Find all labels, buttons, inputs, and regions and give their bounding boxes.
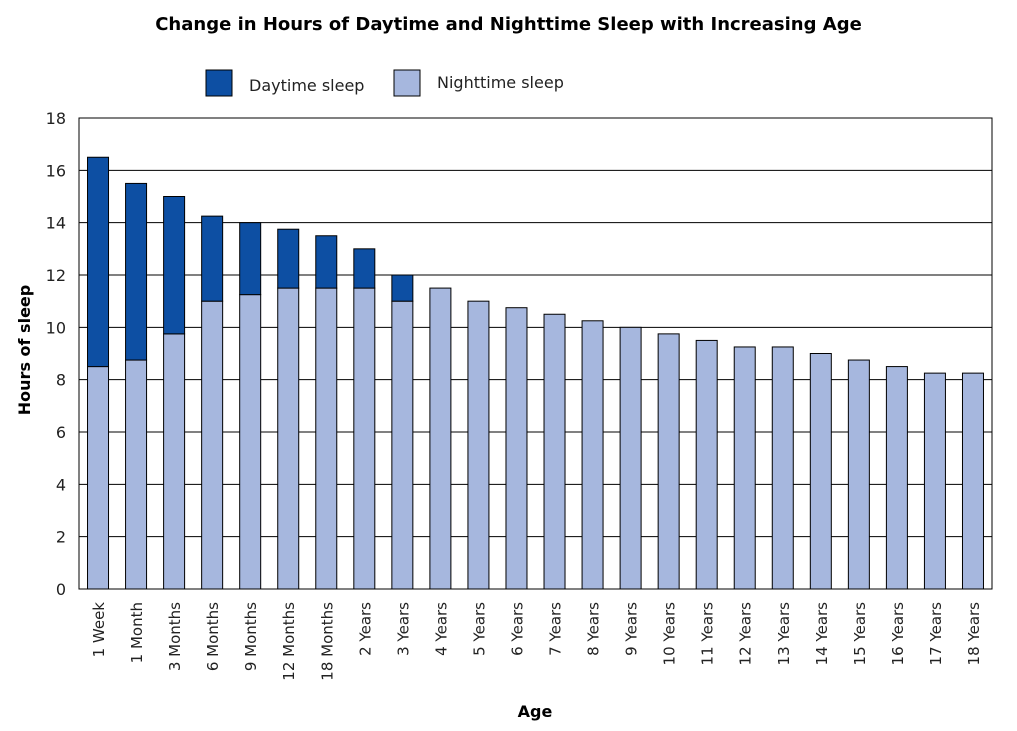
bars	[87, 156, 984, 590]
x-category-label: 18 Years	[965, 602, 983, 666]
legend-label-daytime: Daytime sleep	[249, 76, 364, 95]
bar-nighttime-20	[847, 359, 870, 590]
y-axis-ticks: 0 2 4 6 8 10 12 14 16 18	[46, 109, 66, 599]
x-category-label: 4 Years	[432, 602, 450, 656]
x-category-label: 13 Years	[775, 602, 793, 666]
bar-nighttime-14	[619, 326, 642, 590]
x-category-label: 18 Months	[318, 602, 336, 681]
x-category-label: 9 Months	[242, 602, 260, 671]
bar-nighttime-17	[733, 346, 756, 590]
x-axis-title: Age	[518, 702, 553, 721]
bar-nighttime-3	[201, 300, 224, 590]
chart-title: Change in Hours of Daytime and Nighttime…	[155, 14, 862, 35]
bar-nighttime-21	[885, 366, 908, 590]
plot-frame	[78, 117, 993, 590]
y-tick-label: 10	[46, 318, 66, 337]
bar-daytime-8	[391, 274, 414, 302]
bar-daytime-1	[125, 182, 148, 361]
x-category-label: 3 Years	[394, 602, 412, 656]
x-category-label: 17 Years	[927, 602, 945, 666]
x-category-label: 14 Years	[813, 602, 831, 666]
bar-daytime-7	[353, 248, 376, 289]
x-category-label: 12 Years	[737, 602, 755, 666]
y-tick-label: 6	[56, 423, 66, 442]
x-category-label: 1 Month	[128, 602, 146, 663]
bar-nighttime-2	[163, 333, 186, 590]
bar-nighttime-15	[657, 333, 680, 590]
y-tick-label: 4	[56, 475, 66, 494]
x-category-label: 8 Years	[585, 602, 603, 656]
legend-swatch-nighttime	[393, 69, 421, 97]
bar-nighttime-6	[315, 287, 338, 590]
x-category-label: 7 Years	[547, 602, 565, 656]
bar-daytime-4	[239, 222, 262, 296]
bar-nighttime-22	[923, 372, 946, 590]
bar-nighttime-16	[695, 339, 718, 590]
bar-daytime-6	[315, 235, 338, 289]
bar-nighttime-19	[809, 353, 832, 590]
x-category-label: 5 Years	[470, 602, 488, 656]
bar-nighttime-18	[771, 346, 794, 590]
bar-daytime-0	[87, 156, 110, 368]
bar-daytime-3	[201, 215, 224, 302]
legend: Daytime sleep Nighttime sleep	[205, 69, 564, 97]
bar-nighttime-8	[391, 300, 414, 590]
bar-nighttime-1	[125, 359, 148, 590]
x-category-label: 3 Months	[166, 602, 184, 671]
y-tick-label: 2	[56, 528, 66, 547]
x-category-label: 12 Months	[280, 602, 298, 681]
bar-daytime-2	[163, 196, 186, 335]
bar-nighttime-10	[467, 300, 490, 590]
bar-nighttime-7	[353, 287, 376, 590]
x-category-label: 15 Years	[851, 602, 869, 666]
y-tick-label: 0	[56, 580, 66, 599]
bar-nighttime-0	[87, 366, 110, 590]
bar-nighttime-9	[429, 287, 452, 590]
x-category-label: 2 Years	[356, 602, 374, 656]
bar-nighttime-4	[239, 294, 262, 590]
bar-nighttime-23	[961, 372, 984, 590]
x-category-label: 6 Years	[508, 602, 526, 656]
y-tick-label: 12	[46, 266, 66, 285]
legend-label-nighttime: Nighttime sleep	[437, 73, 564, 92]
legend-swatch-daytime	[205, 69, 233, 97]
bar-nighttime-13	[581, 320, 604, 590]
bar-nighttime-11	[505, 307, 528, 590]
y-tick-label: 18	[46, 109, 66, 128]
y-axis-title: Hours of sleep	[15, 285, 34, 415]
x-category-label: 16 Years	[889, 602, 907, 666]
x-category-label: 9 Years	[623, 602, 641, 656]
x-category-label: 10 Years	[661, 602, 679, 666]
x-axis-categories: 1 Week 1 Month 3 Months 6 Months 9 Months 12 …	[90, 602, 983, 681]
y-tick-label: 16	[46, 161, 66, 180]
x-category-label: 6 Months	[204, 602, 222, 671]
x-category-label: 1 Week	[90, 602, 108, 658]
x-category-label: 11 Years	[699, 602, 717, 666]
y-tick-label: 14	[46, 214, 66, 233]
bar-nighttime-5	[277, 287, 300, 590]
bar-daytime-5	[277, 228, 300, 289]
y-tick-label: 8	[56, 371, 66, 390]
bar-nighttime-12	[543, 313, 566, 590]
